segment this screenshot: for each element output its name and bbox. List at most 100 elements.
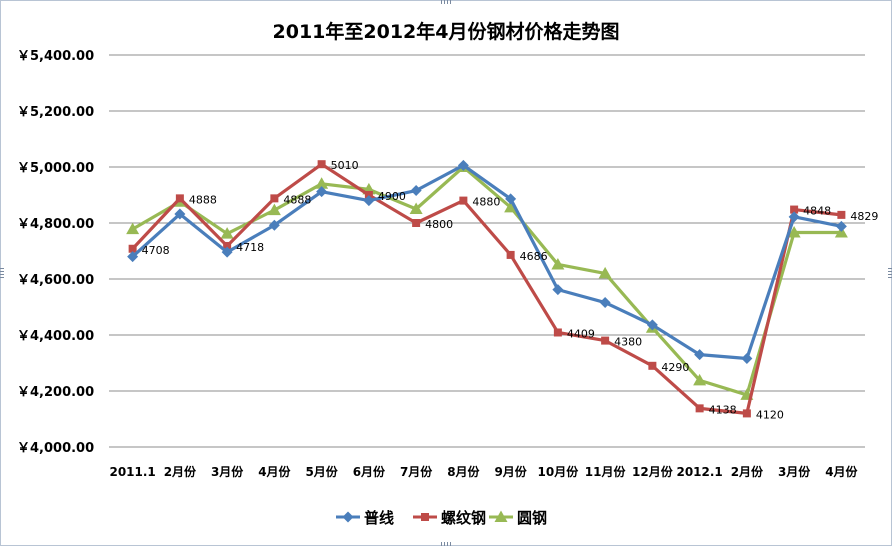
legend-item: 普线	[336, 509, 394, 527]
data-point	[127, 251, 139, 263]
data-point	[553, 328, 562, 337]
x-tick-label: 4月份	[825, 464, 858, 479]
data-label: 4900	[378, 190, 406, 203]
legend: 普线 螺纹钢 圆钢	[336, 509, 547, 527]
series-1	[127, 159, 847, 365]
data-point	[316, 186, 328, 198]
x-axis-tick-labels: 2011.1 2月份 3月份 4月份 5月份 6月份 7月份 8月份 9月份 10月份 11月份 12…	[109, 464, 858, 479]
series-line	[131, 163, 842, 361]
data-point	[457, 159, 469, 171]
data-labels: 4708 4888 4718 4888 5010 4900 4800 4880 4686 4409…	[142, 159, 879, 421]
data-point	[175, 194, 184, 203]
data-point	[505, 193, 517, 205]
data-point	[551, 257, 565, 270]
legend-label: 普线	[364, 509, 394, 527]
data-label: 4829	[850, 210, 878, 223]
data-label: 5010	[331, 159, 359, 172]
x-tick-label: 2011.1	[109, 465, 155, 479]
y-tick-label: ￥4,400.00	[17, 329, 94, 344]
data-label: 4409	[567, 327, 595, 340]
legend-marker	[421, 513, 429, 521]
gridlines	[109, 54, 865, 448]
data-point	[695, 404, 704, 413]
x-tick-label: 2月份	[731, 464, 764, 479]
data-point	[363, 195, 375, 207]
data-label: 4290	[661, 361, 689, 374]
resize-handle-right[interactable]	[888, 268, 892, 278]
data-point	[268, 219, 280, 231]
x-tick-label: 8月份	[447, 464, 480, 479]
data-point	[410, 185, 422, 197]
data-label: 4380	[614, 336, 642, 349]
data-point	[220, 227, 234, 239]
x-tick-label: 10月份	[538, 464, 580, 479]
data-label: 4880	[472, 196, 500, 209]
data-label: 4848	[803, 205, 831, 218]
data-point	[598, 266, 612, 279]
data-label: 4686	[520, 250, 548, 263]
data-label: 4718	[236, 241, 264, 254]
data-label: 4138	[709, 403, 737, 416]
resize-handle-bottom[interactable]	[441, 542, 451, 546]
series-line	[131, 162, 842, 415]
data-point	[693, 373, 707, 386]
data-point	[599, 297, 611, 309]
legend-marker	[494, 510, 508, 522]
data-point	[174, 208, 186, 220]
y-tick-label: ￥4,600.00	[17, 273, 94, 288]
data-point	[504, 200, 518, 213]
x-tick-label: 9月份	[494, 464, 527, 479]
legend-label: 圆钢	[517, 509, 547, 527]
x-tick-label: 6月份	[353, 464, 386, 479]
data-point	[601, 336, 610, 345]
data-point	[694, 349, 706, 361]
x-tick-label: 7月份	[400, 464, 433, 479]
x-tick-label: 12月份	[632, 464, 674, 479]
data-point	[412, 219, 421, 227]
chart-title: 2011年至2012年4月份钢材价格走势图	[273, 20, 620, 43]
data-point	[221, 246, 233, 258]
data-label: 4800	[425, 218, 453, 231]
data-label: 4888	[283, 193, 311, 206]
y-axis-tick-labels: ￥4,000.00 ￥4,200.00 ￥4,400.00 ￥4,600.00 ￥4,8…	[17, 49, 94, 456]
series-2	[128, 160, 846, 418]
data-point	[317, 160, 326, 169]
legend-marker	[342, 511, 354, 523]
x-tick-label: 2月份	[164, 464, 197, 479]
data-point	[223, 241, 232, 250]
resize-handle-top[interactable]	[441, 0, 451, 4]
data-point	[267, 203, 281, 216]
data-point	[315, 177, 329, 189]
data-point	[790, 205, 799, 214]
data-point	[788, 211, 800, 223]
data-label: 4888	[189, 193, 217, 206]
y-tick-label: ￥5,000.00	[17, 161, 94, 176]
x-tick-label: 3月份	[778, 464, 811, 479]
data-point	[646, 319, 658, 331]
x-tick-label: 4月份	[258, 464, 291, 479]
y-tick-label: ￥5,400.00	[17, 49, 94, 64]
y-tick-label: ￥4,000.00	[17, 441, 94, 456]
data-label: 4708	[142, 244, 170, 257]
data-point	[506, 250, 515, 259]
y-tick-label: ￥4,800.00	[17, 217, 94, 232]
data-point	[128, 244, 137, 253]
data-point	[126, 222, 140, 235]
data-label: 4120	[756, 408, 784, 421]
data-point	[459, 196, 468, 205]
resize-handle-left[interactable]	[0, 268, 4, 278]
y-tick-label: ￥4,200.00	[17, 385, 94, 400]
data-point	[364, 191, 373, 199]
y-tick-label: ￥5,200.00	[17, 105, 94, 120]
series-group	[126, 159, 848, 418]
x-tick-label: 11月份	[585, 464, 627, 479]
data-point	[648, 361, 657, 370]
x-tick-label: 2012.1	[676, 465, 722, 479]
data-point	[837, 210, 846, 219]
data-point	[270, 194, 279, 203]
data-point	[835, 220, 847, 232]
x-tick-label: 5月份	[305, 464, 338, 479]
data-point	[409, 202, 423, 214]
